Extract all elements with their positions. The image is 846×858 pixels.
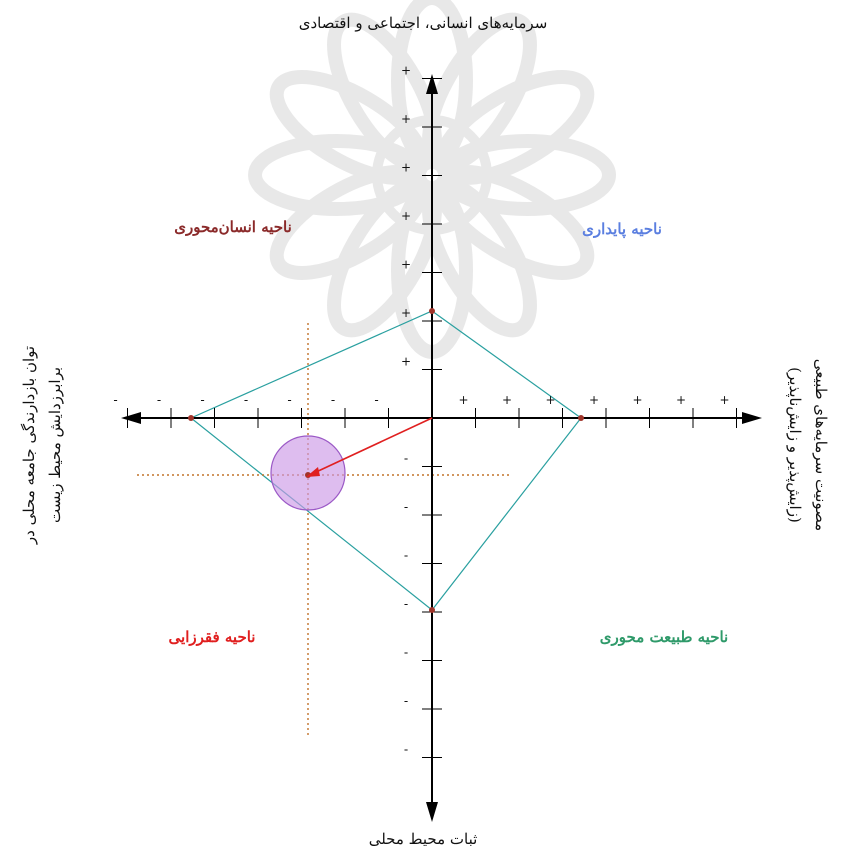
x-tick-label-positive: + xyxy=(502,393,512,407)
diamond-vertex xyxy=(429,607,435,613)
watermark-petal xyxy=(327,12,442,173)
y-tick-label-positive: + xyxy=(401,209,411,223)
axes xyxy=(121,74,762,822)
watermark-emblem xyxy=(248,0,616,359)
zone-label-sustainability: ناحیه پایداری xyxy=(582,220,662,238)
result-vector xyxy=(313,417,433,474)
y-tick-label-negative: - xyxy=(404,646,408,660)
x-tick-label-positive: + xyxy=(719,393,729,407)
x-tick-label-negative: - xyxy=(200,393,204,407)
x-tick-label-positive: + xyxy=(589,393,599,407)
diamond-vertex xyxy=(429,308,435,314)
arrow-up-icon xyxy=(426,74,438,94)
y-tick-label-positive: + xyxy=(401,64,411,78)
arrow-right-icon xyxy=(742,412,762,424)
zone-label-nature-centric: ناحیه طبیعت محوری xyxy=(599,628,729,646)
x-tick-label-negative: - xyxy=(374,393,378,407)
axis-ticks: - - - - - - - + + + + + + + + + + + + + + - - - - - - - xyxy=(113,64,737,758)
y-tick-label-positive: + xyxy=(401,355,411,369)
diamond-vertex xyxy=(578,415,584,421)
axis-title-left-line2: برابرزدایش محیط زیست xyxy=(46,367,64,524)
arrow-left-icon xyxy=(121,412,141,424)
axis-title-right-line2: (زایش‌پذیر و زایش‌ناپذیر) xyxy=(786,367,804,523)
x-tick-label-negative: - xyxy=(113,393,117,407)
y-tick-label-negative: - xyxy=(404,694,408,708)
y-tick-label-negative: - xyxy=(404,549,408,563)
axis-title-right: مصونیت سرمایه‌های طبیعی (زایش‌پذیر و زای… xyxy=(782,359,834,531)
y-tick-label-negative: - xyxy=(404,452,408,466)
axis-title-left: توان بازدارندگی جامعه محلی در برابرزدایش… xyxy=(16,346,68,544)
diamond-outline xyxy=(189,310,582,611)
y-tick-label-negative: - xyxy=(404,500,408,514)
y-tick-label-positive: + xyxy=(401,112,411,126)
x-tick-label-positive: + xyxy=(545,393,555,407)
x-tick-label-positive: + xyxy=(458,393,468,407)
x-tick-label-negative: - xyxy=(331,393,335,407)
vector-arrowhead-icon xyxy=(306,467,320,477)
x-tick-label-negative: - xyxy=(157,393,161,407)
y-tick-label-positive: + xyxy=(401,161,411,175)
zone-label-poverty: ناحیه فقرزایی xyxy=(168,628,256,646)
diamond-vertices xyxy=(188,308,584,613)
axis-title-right-line1: مصونیت سرمایه‌های طبیعی xyxy=(812,358,830,532)
x-tick-label-positive: + xyxy=(676,393,686,407)
axis-title-top: سرمایه‌های انسانی، اجتماعی و اقتصادی xyxy=(298,14,548,32)
arrow-down-icon xyxy=(426,802,438,822)
x-tick-label-positive: + xyxy=(632,393,642,407)
x-tick-label-negative: - xyxy=(287,393,291,407)
y-tick-label-negative: - xyxy=(404,743,408,757)
y-tick-label-negative: - xyxy=(404,597,408,611)
y-tick-label-positive: + xyxy=(401,258,411,272)
axis-title-left-line1: توان بازدارندگی جامعه محلی در xyxy=(20,345,38,545)
x-tick-label-negative: - xyxy=(244,393,248,407)
diamond-vertex xyxy=(188,415,194,421)
zone-label-anthropocentric: ناحیه انسان‌محوری xyxy=(174,218,292,236)
axis-title-bottom: ثبات محیط محلی xyxy=(368,830,478,848)
y-tick-label-positive: + xyxy=(401,306,411,320)
